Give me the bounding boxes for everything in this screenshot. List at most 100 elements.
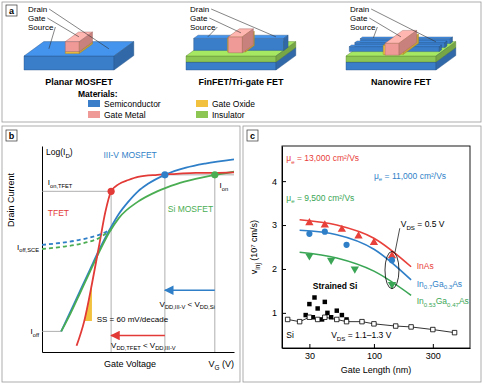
- y-axis-title: vinj (10⁷ cm/s): [249, 220, 262, 274]
- y-tick-mark: [282, 225, 286, 226]
- annotation: Ioff,SCE: [17, 243, 39, 253]
- legend-label: Semiconductor: [104, 99, 161, 109]
- front-face: [65, 52, 79, 54]
- vds-ellipse: [385, 251, 399, 288]
- annotation-part: = 13,000 cm²/Vs: [295, 153, 360, 163]
- annotation-subscript: off: [33, 332, 40, 338]
- leader-line: [395, 228, 400, 252]
- device: DrainGateSourceNanowire FET: [346, 5, 456, 87]
- y-tick-label: 4: [272, 177, 277, 187]
- x-axis-unit: VG (V): [208, 359, 234, 371]
- leader-line: [371, 9, 436, 42]
- front-face: [346, 62, 436, 70]
- series-label: InAs: [417, 261, 434, 271]
- y-tick-label: 3: [272, 220, 277, 230]
- marker: [393, 324, 397, 328]
- x-axis: [43, 352, 235, 353]
- on-point: [161, 171, 168, 178]
- leader-line: [373, 27, 377, 38]
- x-axis-line: [283, 348, 471, 349]
- series-label: Si MOSFET: [168, 204, 213, 214]
- marker: [360, 319, 364, 323]
- front-face: [186, 56, 276, 62]
- y-axis: 1 2 3 4: [272, 147, 286, 349]
- annotation-part: SS = 60 mV/decade: [97, 315, 169, 324]
- x-axis: 30 100 300: [283, 344, 471, 361]
- vdd-arrow: [165, 289, 215, 291]
- x-tick-mark: [433, 344, 434, 348]
- marker: [409, 325, 413, 329]
- series-label: III-V MOSFET: [103, 150, 156, 160]
- side-face: [284, 35, 288, 50]
- marker: [343, 242, 349, 248]
- front-face: [346, 56, 436, 62]
- marker: [340, 313, 344, 317]
- panel-label: a: [9, 6, 15, 16]
- y-axis-line: [282, 147, 283, 349]
- y-tick: 3: [272, 220, 286, 230]
- vdd-level: [164, 175, 165, 352]
- side-face: [445, 41, 447, 48]
- marker: [351, 267, 359, 274]
- annotation: μe = 9,500 cm²/Vs: [286, 193, 354, 205]
- fit-line: [300, 230, 411, 280]
- part-label: Gate: [350, 14, 368, 23]
- side-face: [242, 29, 253, 53]
- part-label: Source: [350, 23, 376, 32]
- panel-frame: [243, 126, 481, 382]
- y-tick: 2: [272, 264, 286, 274]
- y-axis-title-part: (10⁷ cm/s): [249, 220, 259, 263]
- device-title: Planar MOSFET: [45, 77, 113, 87]
- series-label: Strained Si: [313, 281, 357, 291]
- plot-area: [42, 159, 234, 352]
- series-label: In0.53Ga0.47As: [417, 296, 469, 308]
- annotation-subscript: DD,III-V: [155, 345, 176, 351]
- x-tick-mark: [309, 344, 310, 348]
- marker: [312, 295, 316, 299]
- panel-label: b: [9, 131, 15, 141]
- panel-frame: [2, 2, 481, 122]
- annotation-subscript: DS: [406, 224, 415, 231]
- y-tick-label: 2: [272, 264, 277, 274]
- y-tick: 1: [272, 308, 286, 318]
- front-face: [228, 37, 242, 53]
- marker: [372, 322, 376, 326]
- device-title: FinFET/Tri-gate FET: [199, 77, 285, 87]
- x-tick: 30: [305, 344, 315, 361]
- front-face: [24, 56, 114, 70]
- panel-frame: [2, 126, 240, 382]
- annotation-part: = 11,000 cm²/Vs: [382, 171, 446, 181]
- series-label-part: As: [452, 279, 462, 289]
- annotation: VDS = 1.1–1.3 V: [331, 330, 392, 342]
- legend-title: Materials:: [78, 89, 118, 99]
- vdd-level: [111, 191, 112, 352]
- x-tick: 100: [367, 344, 382, 361]
- leader-line: [49, 9, 109, 49]
- y-tick: 4: [272, 177, 286, 187]
- marker: [335, 308, 339, 312]
- annotation-subscript: on: [222, 186, 228, 192]
- plot-frame: [282, 146, 470, 348]
- marker: [285, 317, 289, 321]
- leader-line: [49, 27, 55, 49]
- plot-area: [285, 218, 456, 335]
- y-tick-mark: [282, 313, 286, 314]
- y-axis-title: Drain Current: [6, 172, 16, 227]
- side-face: [114, 42, 134, 70]
- marker: [315, 317, 319, 321]
- panel-label-box: [247, 130, 258, 141]
- leader-line: [211, 9, 276, 37]
- x-axis-unit-part: (V): [220, 359, 235, 369]
- annotation-part: = 0.5 V: [415, 219, 445, 229]
- vdd-arrow: [111, 335, 165, 337]
- part-label: Drain: [28, 5, 47, 14]
- marker: [431, 327, 435, 331]
- x-tick-label: 300: [426, 351, 441, 361]
- annotation: μe = 11,000 cm²/Vs: [374, 171, 446, 183]
- front-face: [186, 62, 276, 70]
- leader-line: [208, 27, 217, 37]
- x-tick: 300: [426, 344, 441, 361]
- fit-line: [300, 252, 411, 295]
- series-label-subscript: 0.53: [424, 301, 436, 308]
- part-label: Source: [28, 23, 54, 32]
